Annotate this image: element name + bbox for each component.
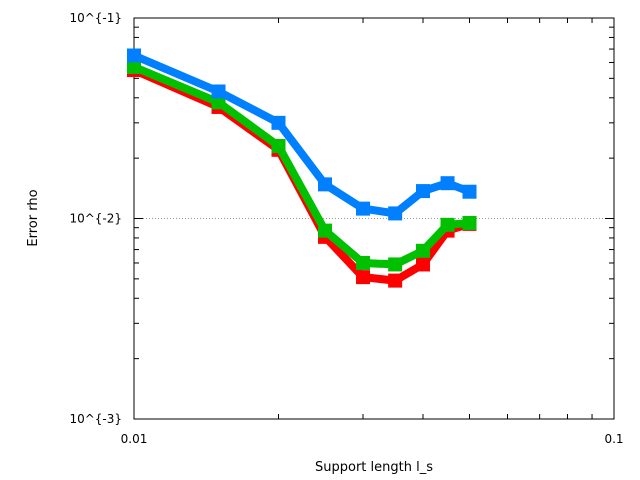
- data-point-marker: [211, 84, 226, 99]
- y-axis-label: Error rho: [26, 189, 41, 246]
- tick-labels: 0.01 0.1 10^{-3} 10^{-2} 10^{-1}: [69, 11, 623, 446]
- series-layer: [127, 48, 477, 288]
- data-point-marker: [440, 176, 455, 191]
- data-point-marker: [388, 257, 403, 272]
- data-point-marker: [462, 215, 477, 230]
- x-axis-label: Support length l_s: [315, 460, 433, 475]
- data-point-marker: [271, 138, 286, 153]
- data-point-marker: [440, 217, 455, 232]
- data-point-marker: [388, 273, 403, 288]
- data-point-marker: [415, 257, 430, 272]
- data-point-marker: [318, 223, 333, 238]
- data-point-marker: [415, 184, 430, 199]
- x-tick-label: 0.1: [604, 432, 623, 446]
- tick-marks: [133, 17, 615, 420]
- data-point-marker: [318, 177, 333, 192]
- data-point-marker: [356, 201, 371, 216]
- data-point-marker: [127, 48, 141, 63]
- data-point-marker: [127, 59, 141, 74]
- data-point-marker: [462, 184, 477, 199]
- y-tick-label: 10^{-2}: [69, 212, 122, 226]
- y-tick-label: 10^{-3}: [69, 412, 122, 426]
- data-point-marker: [271, 115, 286, 130]
- x-tick-label: 0.01: [121, 432, 148, 446]
- data-point-marker: [356, 255, 371, 270]
- data-point-marker: [211, 95, 226, 110]
- data-point-marker: [356, 270, 371, 285]
- data-point-marker: [388, 206, 403, 221]
- data-point-marker: [415, 243, 430, 258]
- y-tick-label: 10^{-1}: [69, 11, 122, 25]
